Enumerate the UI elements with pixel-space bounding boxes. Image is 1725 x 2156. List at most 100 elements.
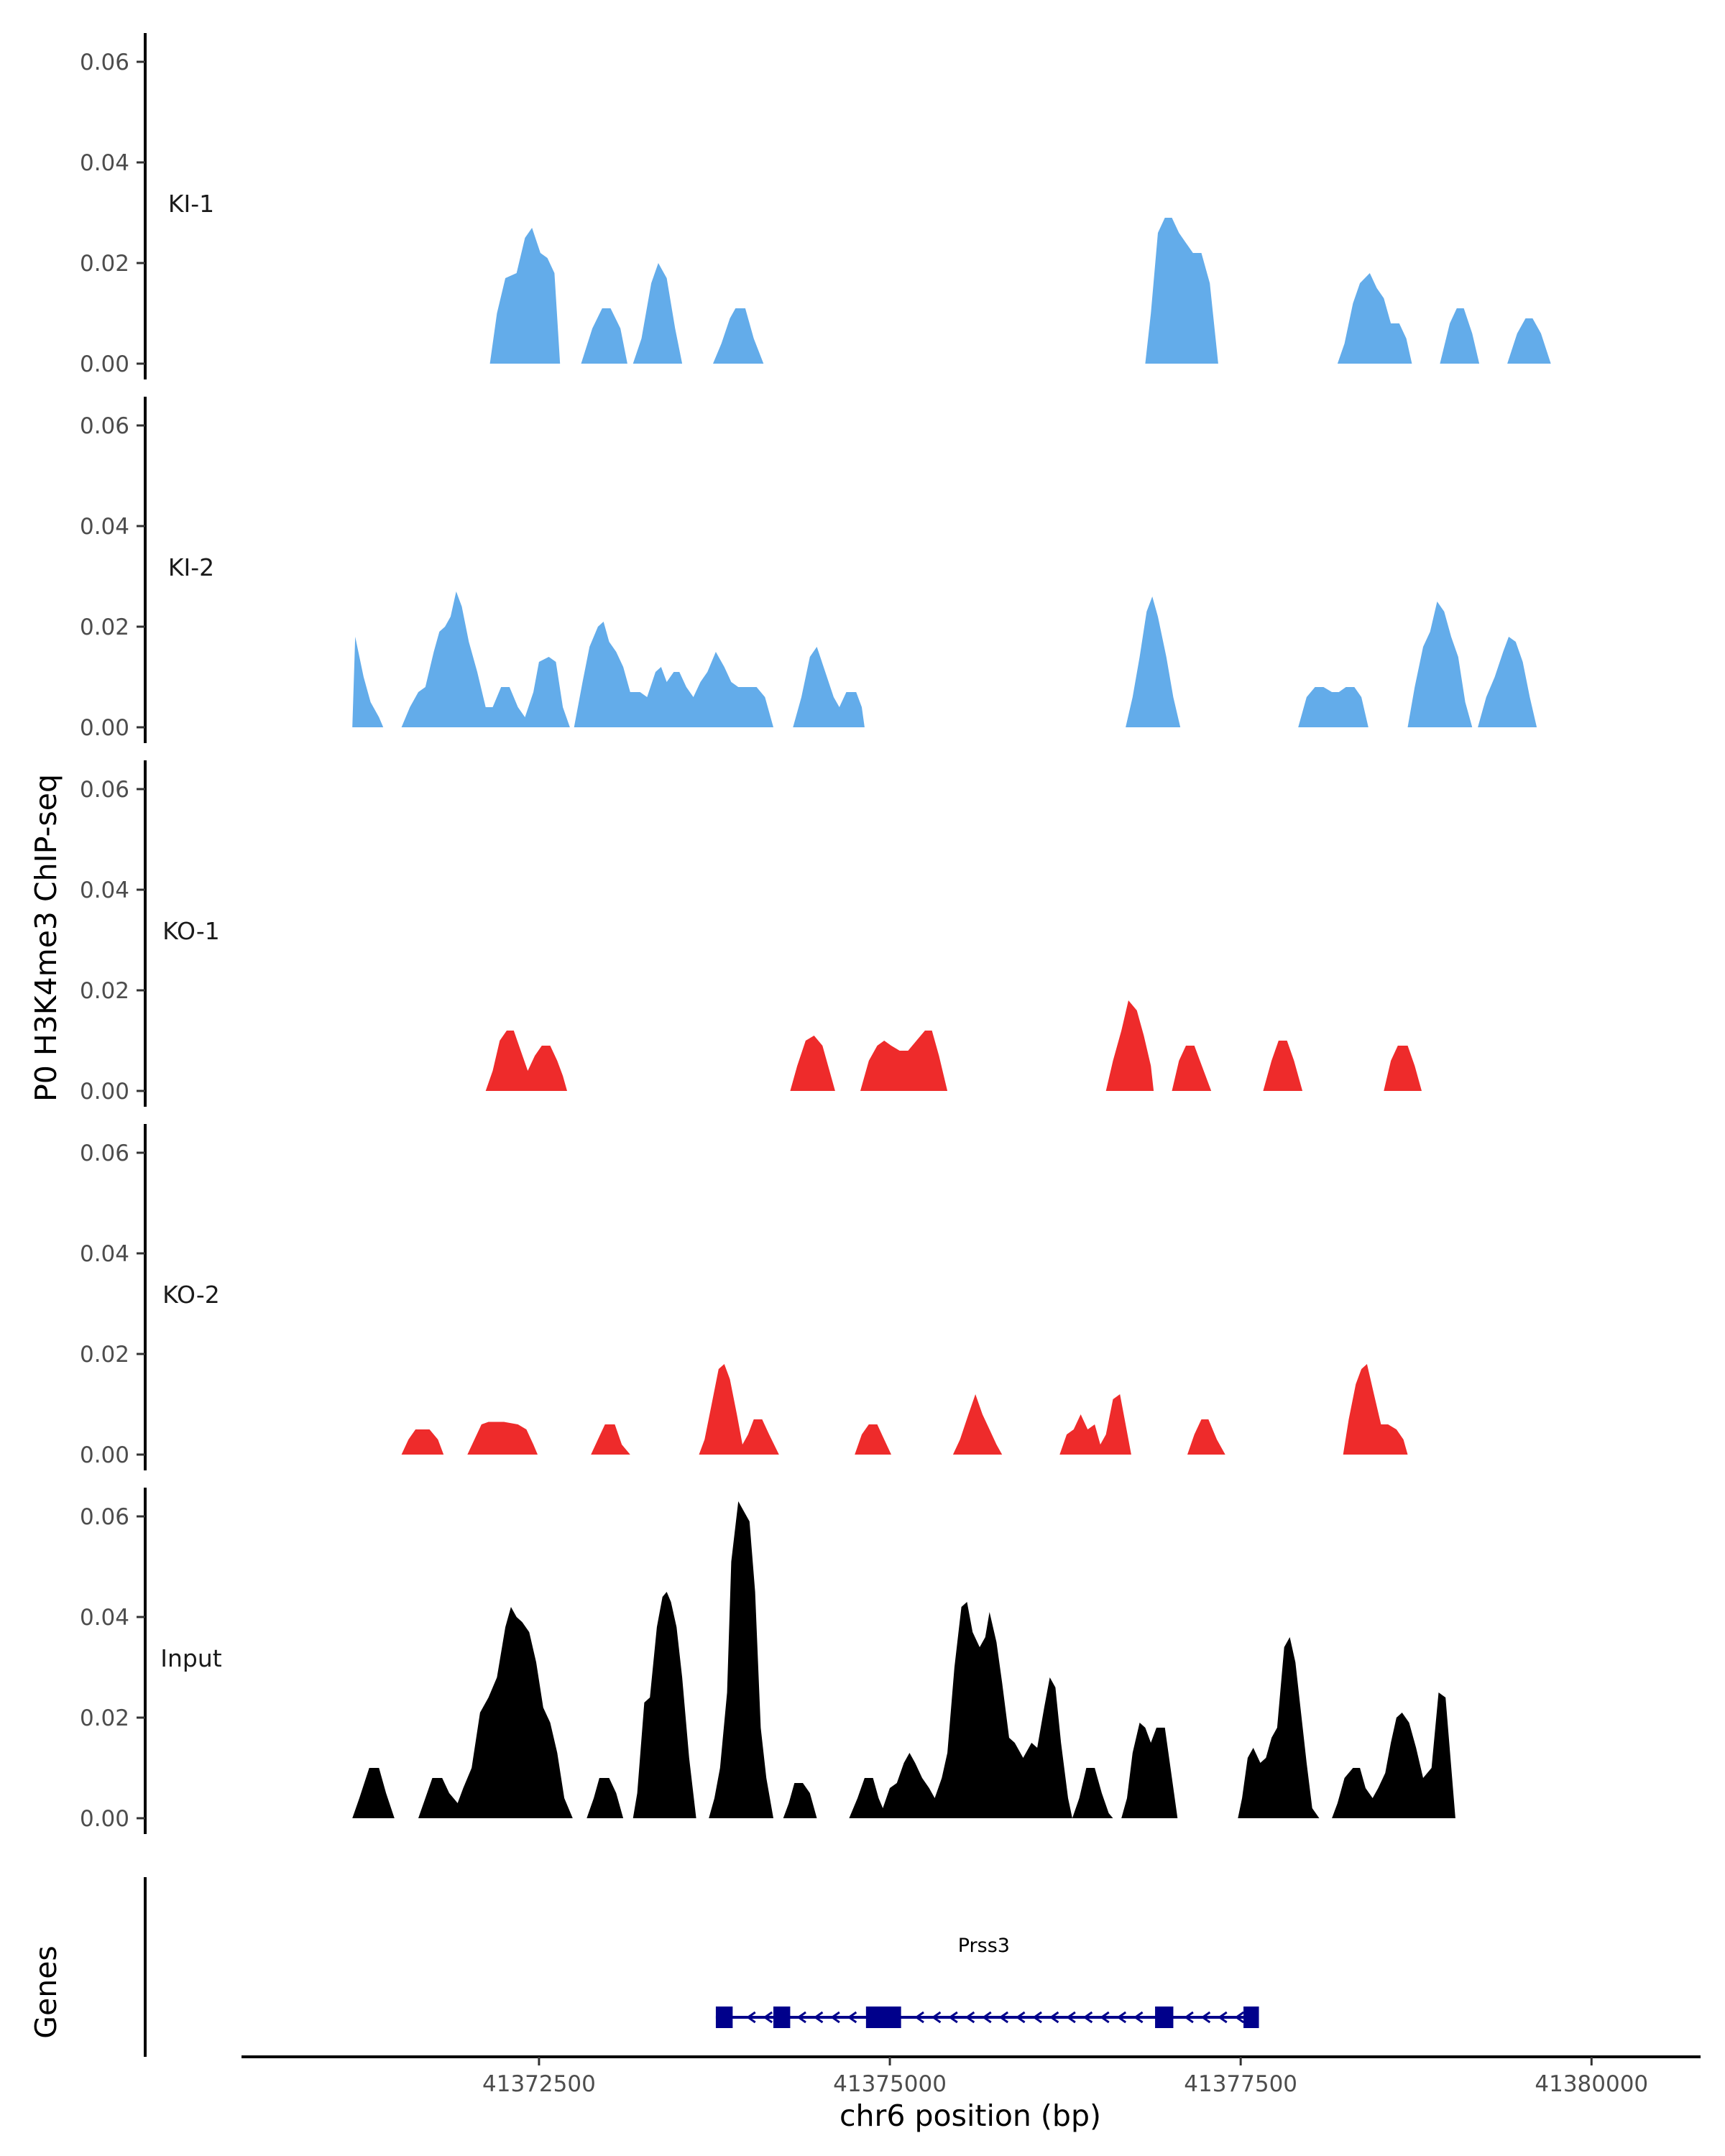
signal-peak <box>418 1607 573 1818</box>
x-tick-label: 41377500 <box>1184 2071 1297 2097</box>
signal-peak <box>1337 273 1412 364</box>
track-label: Input <box>160 1644 222 1672</box>
exon <box>865 2007 901 2028</box>
signal-peak <box>713 308 764 364</box>
y-tick-label: 0.06 <box>80 777 129 803</box>
track-ki-2: 0.00 0.02 0.04 0.06 KI-2 <box>80 397 1537 743</box>
y-tick-label: 0.00 <box>80 1806 129 1832</box>
signal-peak <box>709 1501 773 1818</box>
signal-peak <box>860 1031 948 1091</box>
exon <box>1243 2007 1259 2028</box>
signal-peak <box>352 637 384 727</box>
strand-arrow <box>847 2011 857 2024</box>
strand-arrow <box>1049 2011 1059 2024</box>
strand-arrow <box>1234 2011 1245 2024</box>
strand-arrow <box>998 2011 1009 2024</box>
strand-arrow <box>1016 2011 1026 2024</box>
strand-arrow <box>931 2011 942 2024</box>
gene-track: Prss3 <box>144 1877 1259 2057</box>
signal-peak <box>581 308 627 364</box>
y-tick-label: 0.00 <box>80 1442 129 1468</box>
exon <box>1155 2007 1174 2028</box>
track-label: KI-2 <box>168 553 214 581</box>
signal-peak <box>1298 687 1368 727</box>
y-tick-label: 0.06 <box>80 50 129 75</box>
strand-arrow <box>1218 2011 1228 2024</box>
signal-peak <box>1507 318 1551 364</box>
y-tick-label: 0.02 <box>80 614 129 640</box>
signal-peak <box>352 1768 395 1818</box>
strand-arrow <box>1200 2011 1211 2024</box>
signal-peak <box>467 1422 538 1455</box>
strand-arrow <box>763 2011 773 2024</box>
signal-peak <box>1172 1046 1212 1091</box>
strand-arrow <box>914 2011 924 2024</box>
signal-peak <box>401 591 570 727</box>
strand-arrow <box>1116 2011 1127 2024</box>
track-input: 0.00 0.02 0.04 0.06 Input <box>80 1488 1455 1834</box>
signal-peak <box>952 1394 1003 1455</box>
x-tick-label: 41380000 <box>1535 2071 1648 2097</box>
strand-arrow <box>746 2011 756 2024</box>
signal-peak <box>591 1424 630 1455</box>
x-tick-label: 41375000 <box>833 2071 947 2097</box>
y-tick-label: 0.04 <box>80 1605 129 1631</box>
y-axis-title: P0 H3K4me3 ChIP-seq <box>29 774 63 1102</box>
y-tick-label: 0.00 <box>80 351 129 377</box>
signal-peak <box>632 1592 696 1818</box>
strand-arrow <box>965 2011 975 2024</box>
signal-peak <box>1126 596 1181 727</box>
signal-peak <box>1384 1046 1422 1091</box>
x-tick-label: 41372500 <box>482 2071 596 2097</box>
y-tick-label: 0.06 <box>80 413 129 439</box>
strand-arrow <box>1184 2011 1194 2024</box>
track-ko-1: 0.00 0.02 0.04 0.06 KO-1 <box>80 760 1422 1107</box>
y-tick-label: 0.00 <box>80 1079 129 1105</box>
strand-arrow <box>813 2011 824 2024</box>
exon <box>715 2007 733 2028</box>
track-label: KI-1 <box>168 190 214 218</box>
y-tick-label: 0.04 <box>80 1241 129 1267</box>
signal-peak <box>1238 1637 1320 1818</box>
x-axis: 41372500 41375000 41377500 41380000 <box>242 2055 1701 2097</box>
track-ko-2: 0.00 0.02 0.04 0.06 KO-2 <box>80 1124 1408 1470</box>
y-tick-label: 0.06 <box>80 1141 129 1166</box>
y-tick-label: 0.04 <box>80 514 129 540</box>
signal-peak <box>790 1036 835 1091</box>
signal-peak <box>1263 1041 1303 1091</box>
exon <box>773 2007 791 2028</box>
signal-peak <box>1440 308 1480 364</box>
signal-peak <box>1332 1692 1455 1818</box>
signal-peak <box>1121 1723 1178 1818</box>
signal-peak <box>1072 1768 1113 1818</box>
y-tick-label: 0.02 <box>80 251 129 277</box>
signal-peak <box>1059 1394 1131 1455</box>
signal-peak <box>855 1424 891 1455</box>
signal-peak <box>699 1364 779 1455</box>
y-tick-label: 0.04 <box>80 877 129 903</box>
signal-peak <box>1145 218 1218 364</box>
gene-name: Prss3 <box>958 1935 1010 1957</box>
y-tick-label: 0.02 <box>80 978 129 1004</box>
signal-peak <box>1187 1419 1225 1455</box>
signal-peak <box>849 1602 1072 1818</box>
strand-arrow <box>948 2011 958 2024</box>
signal-peak <box>489 228 561 364</box>
gene-panel-title: Genes <box>29 1945 63 2039</box>
y-tick-label: 0.02 <box>80 1342 129 1368</box>
track-ki-1: 0.00 0.02 0.04 0.06 KI-1 <box>80 33 1551 379</box>
signal-peak <box>1407 602 1473 727</box>
signal-peak <box>485 1031 567 1091</box>
y-tick-label: 0.06 <box>80 1504 129 1530</box>
strand-arrow <box>1032 2011 1042 2024</box>
signal-peak <box>401 1429 444 1455</box>
strand-arrow <box>1100 2011 1110 2024</box>
signal-peak <box>574 622 773 727</box>
strand-arrow <box>796 2011 806 2024</box>
signal-peak <box>1343 1364 1408 1455</box>
y-tick-label: 0.00 <box>80 715 129 741</box>
signal-peak <box>632 263 683 364</box>
tracks-layer: 0.00 0.02 0.04 0.06 KI-1 0.00 0.02 0.04 0.06 KI-2… <box>80 33 1551 1834</box>
strand-arrow <box>1066 2011 1076 2024</box>
